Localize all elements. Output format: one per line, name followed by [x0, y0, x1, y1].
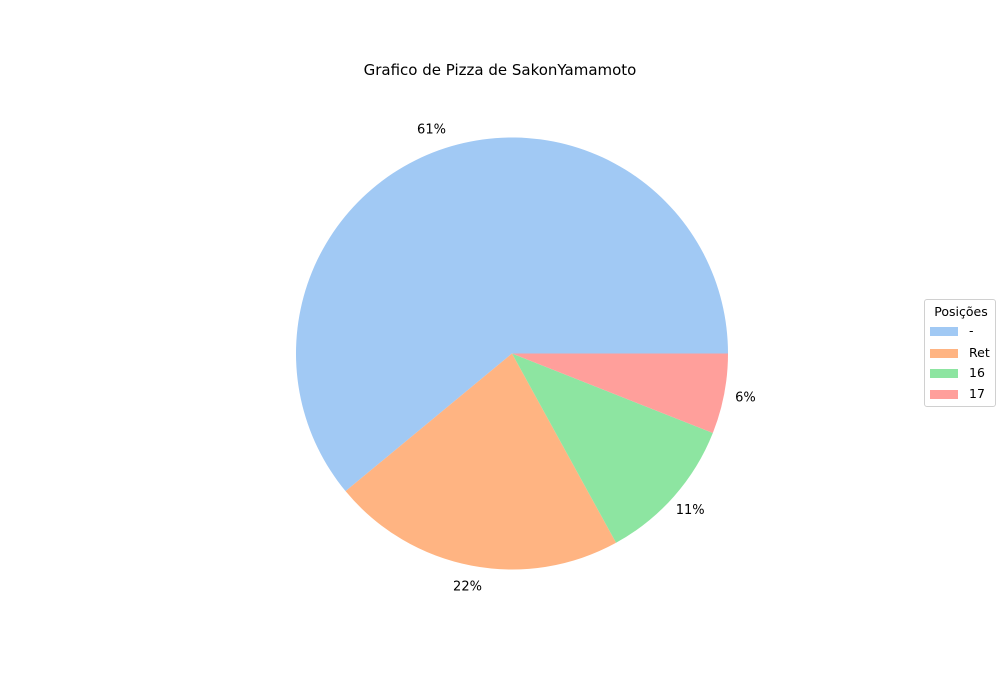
pie-percent-label-1: 61%	[417, 122, 446, 137]
pie-slice-1	[295, 137, 728, 492]
chart-title: Grafico de Pizza de SakonYamamoto	[363, 61, 637, 79]
legend-title: Posições	[934, 304, 988, 319]
legend: Posições - Ret 16 17	[924, 299, 996, 407]
legend-item-16: 16	[930, 365, 994, 381]
pie-slices	[295, 137, 728, 570]
pie-percent-label-3: 11%	[676, 503, 705, 518]
legend-item-17: 17	[930, 386, 994, 402]
legend-label: 17	[969, 386, 985, 401]
pie-percent-label-2: 22%	[453, 579, 482, 594]
pie-slice-3	[512, 353, 713, 543]
legend-swatch	[930, 390, 958, 399]
pie-slice-4	[512, 353, 728, 434]
pie-slice-2	[345, 353, 617, 570]
legend-swatch	[930, 369, 958, 378]
legend-label: Ret	[969, 345, 990, 360]
pie-percent-label-4: 6%	[735, 391, 756, 406]
legend-swatch	[930, 349, 958, 358]
legend-item-ret: Ret	[930, 345, 994, 361]
legend-label: 16	[969, 365, 985, 380]
pie-percent-labels: 61% 22% 11% 6%	[417, 122, 756, 594]
legend-label: -	[969, 323, 974, 338]
legend-swatch	[930, 327, 958, 336]
legend-item-dash: -	[930, 323, 994, 339]
